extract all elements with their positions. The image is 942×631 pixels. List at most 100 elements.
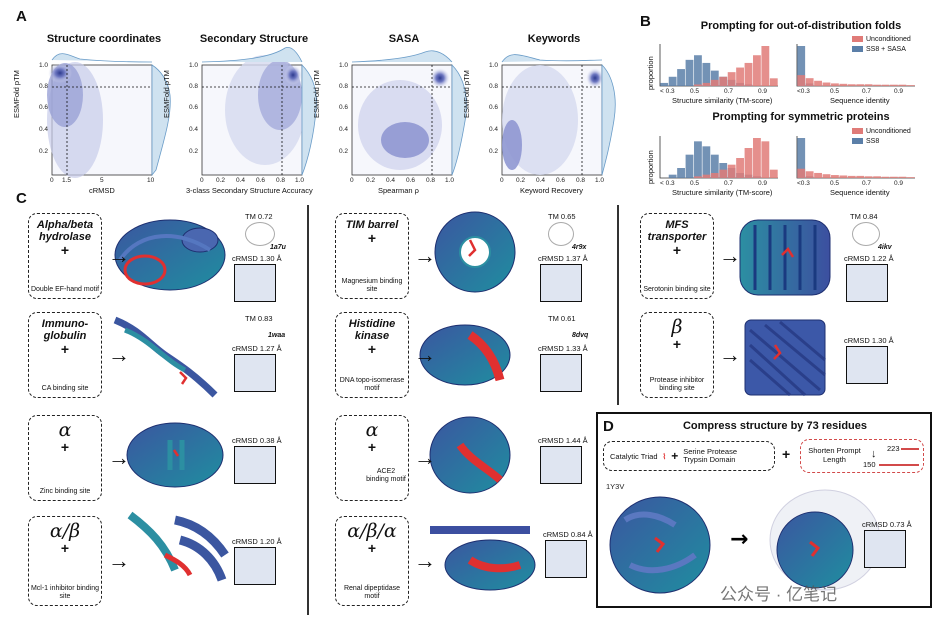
hist-bar	[898, 84, 907, 86]
reference-structure-icon	[548, 222, 574, 246]
hist-bar	[847, 175, 856, 178]
yt-2-06: 0.6	[189, 104, 199, 111]
xt-2-04: 0.4	[236, 177, 246, 184]
xt-1-0: 0	[50, 177, 54, 184]
catalytic-triad-label: Catalytic Triad	[610, 451, 658, 461]
yt-3-10: 1.0	[339, 62, 349, 69]
separator-col-2	[617, 205, 619, 405]
b4-xt1: 0.5	[830, 180, 840, 187]
arrow-right-icon: →	[108, 243, 130, 268]
crmsd-value: cRMSD 1.27 Å	[232, 344, 282, 353]
motif-inset	[545, 540, 587, 578]
yt-1-08: 0.8	[39, 83, 49, 90]
crmsd-value: cRMSD 1.37 Å	[538, 254, 588, 263]
hist-bar	[727, 72, 736, 86]
legend-sym-unconditioned: Unconditioned	[852, 128, 911, 135]
protein-10-renal-dipeptidase	[430, 526, 536, 591]
yt-4-10: 1.0	[489, 62, 499, 69]
reference-structure-icon	[852, 222, 880, 246]
panel-a-title-structure: Structure coordinates	[46, 33, 162, 45]
protein-8-ace2	[429, 416, 511, 494]
xt-2-10: 1.0	[295, 177, 305, 184]
legend-sym-ss8: SS8	[852, 138, 879, 145]
panel-a-title-keywords: Keywords	[527, 33, 581, 45]
prompt-card-alpha-beta-hydrolase: Alpha/beta hydrolase + Double EF-hand mo…	[28, 213, 102, 299]
motif-inset	[234, 446, 276, 484]
length-from: 223	[887, 444, 900, 453]
pdb-id: 1waa	[268, 332, 286, 339]
domain-label: Serine Protease Trypsin Domain	[683, 447, 738, 464]
hist-bar	[694, 55, 702, 86]
hist-bar	[856, 84, 865, 86]
xlabel-crmsd: cRMSD	[89, 186, 115, 195]
yt-3-04: 0.4	[339, 126, 349, 133]
hist-bar	[814, 80, 822, 86]
xt-3-0: 0	[350, 177, 354, 184]
hist-bar	[881, 84, 890, 86]
hist-bar	[873, 176, 881, 178]
plus-icon: +	[367, 439, 377, 455]
card-title: α/β	[49, 520, 81, 542]
crmsd-value: cRMSD 0.38 Å	[232, 436, 282, 445]
xt-1-5: 5	[100, 177, 104, 184]
reference-structure-icon	[245, 222, 275, 246]
yt-3-08: 0.8	[339, 83, 349, 90]
hist-bar	[710, 173, 719, 178]
hist-bar	[677, 168, 685, 178]
xt-1-15: 1.5	[62, 177, 72, 184]
panel-d-motif-inset	[864, 530, 906, 568]
card-title: TIM barrel	[345, 219, 399, 231]
b3-xt1: 0.5	[690, 180, 700, 187]
plus-icon: +	[672, 336, 682, 352]
prompt-shorten-length: Shorten Prompt Length 223 ↓ 150	[800, 439, 924, 473]
panel-a-svg	[47, 47, 616, 178]
panel-b-title-ood: Prompting for out-of-distribution folds	[700, 20, 902, 32]
tm-score: TM 0.83	[245, 314, 273, 323]
hist-bar	[864, 84, 873, 86]
yt-4-02: 0.2	[489, 148, 499, 155]
xt-2-02: 0.2	[216, 177, 226, 184]
hist-bar	[831, 83, 839, 86]
b2-xt2: 0.7	[862, 88, 872, 95]
hist-bar	[797, 138, 806, 178]
arrow-right-icon: →	[414, 243, 436, 268]
panel-d-crmsd: cRMSD 0.73 Å	[862, 520, 912, 529]
hist-bar	[694, 176, 702, 178]
yt-2-08: 0.8	[189, 83, 199, 90]
yt-3-06: 0.6	[339, 104, 349, 111]
xt-3-08: 0.8	[426, 177, 436, 184]
hist-bar	[839, 175, 848, 178]
yt-1-04: 0.4	[39, 126, 49, 133]
card-title: Histidine kinase	[348, 318, 396, 342]
hist-bar	[736, 158, 744, 178]
xt-4-04: 0.4	[536, 177, 546, 184]
prompt-card-immunoglobulin: Immuno-globulin + CA binding site	[28, 312, 102, 398]
card-title: Immuno-globulin	[41, 318, 89, 342]
hist-bar	[753, 55, 761, 86]
xt-2-0: 0	[200, 177, 204, 184]
arrow-right-icon: →	[414, 548, 436, 573]
hist-bar	[839, 83, 848, 86]
yt-1-02: 0.2	[39, 148, 49, 155]
prompt-card-alpha-beta-alpha: α/β/α + Renal dipeptidase motif	[335, 516, 409, 606]
yt-4-08: 0.8	[489, 83, 499, 90]
b4-xlabel: Sequence identity	[830, 188, 890, 197]
b3-xt2: 0.7	[724, 180, 734, 187]
prompt-card-alpha-beta-mcl1: α/β + Mcl-1 inhibitor binding site	[28, 516, 102, 606]
hist-bar	[660, 82, 669, 86]
arrow-right-icon: →	[108, 342, 130, 367]
tm-score: TM 0.72	[245, 212, 273, 221]
panel-b-label: B	[640, 13, 651, 30]
plot-structure-coordinates	[47, 53, 171, 178]
arrow-right-icon: →	[414, 445, 436, 470]
yt-1-10: 1.0	[39, 62, 49, 69]
b4-xt2: 0.7	[862, 180, 872, 187]
yt-1-06: 0.6	[39, 104, 49, 111]
original-protease-structure	[609, 496, 711, 594]
motif-inset	[540, 446, 582, 484]
card-caption: Mcl-1 inhibitor binding site	[30, 585, 100, 600]
xt-4-06: 0.6	[556, 177, 566, 184]
plus-icon: +	[60, 540, 70, 556]
yt-2-10: 1.0	[189, 62, 199, 69]
card-caption: Protease inhibitor binding site	[649, 377, 705, 392]
